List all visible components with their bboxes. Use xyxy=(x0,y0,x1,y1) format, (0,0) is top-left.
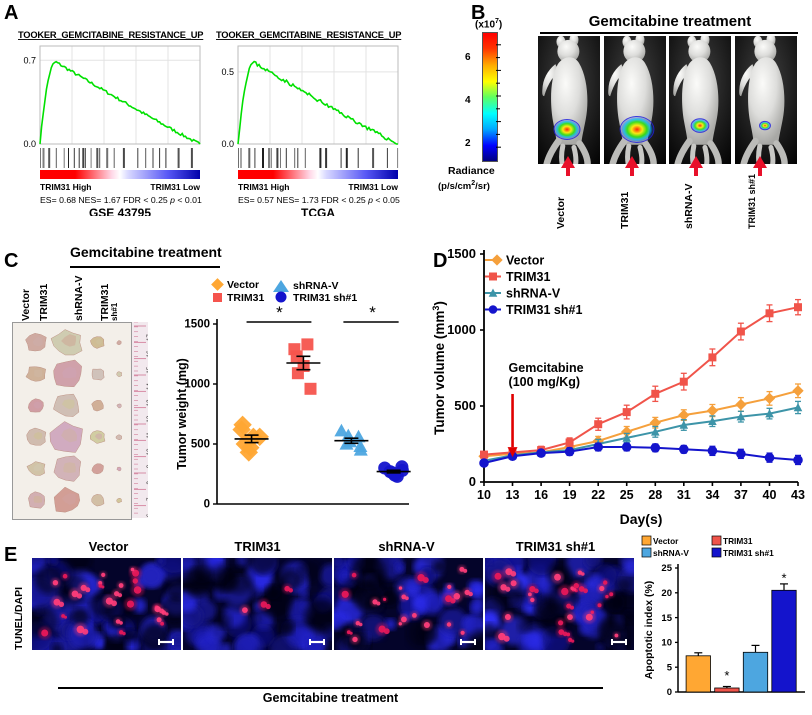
svg-text:Tumor weight (mg): Tumor weight (mg) xyxy=(175,358,189,470)
svg-text:500: 500 xyxy=(191,439,210,451)
svg-text:TRIM31 High: TRIM31 High xyxy=(40,182,91,192)
svg-text:17: 17 xyxy=(147,334,148,341)
svg-text:*: * xyxy=(781,570,786,585)
svg-text:shRNA-V: shRNA-V xyxy=(653,548,689,558)
svg-text:Gemcitabine: Gemcitabine xyxy=(509,361,584,375)
svg-text:22: 22 xyxy=(591,488,605,502)
svg-text:TRIM31 Low: TRIM31 Low xyxy=(150,182,200,192)
svg-text:13: 13 xyxy=(506,488,520,502)
svg-text:TRIM31 Low: TRIM31 Low xyxy=(348,182,398,192)
svg-text:20: 20 xyxy=(661,588,672,599)
svg-text:15: 15 xyxy=(147,366,148,373)
svg-text:TRIM31 sh#1: TRIM31 sh#1 xyxy=(293,292,357,304)
svg-text:0.5: 0.5 xyxy=(221,67,234,77)
svg-text:1500: 1500 xyxy=(184,319,210,331)
svg-text:*: * xyxy=(724,668,729,683)
svg-text:ES= 0.57 NES= 1.73 FDR <: ES= 0.57 NES= 1.73 FDR < 0.25 p < 0.05 xyxy=(238,195,400,205)
svg-text:shRNA-V: shRNA-V xyxy=(506,287,561,301)
svg-text:12: 12 xyxy=(147,415,148,422)
svg-text:14: 14 xyxy=(147,383,148,390)
svg-text:Vector: Vector xyxy=(227,279,259,291)
svg-text:34: 34 xyxy=(705,488,719,502)
svg-text:0.7: 0.7 xyxy=(23,55,36,65)
svg-text:37: 37 xyxy=(734,488,748,502)
svg-text:0.0: 0.0 xyxy=(23,139,36,149)
svg-text:16: 16 xyxy=(147,350,148,357)
svg-text:Apoptotic index (%): Apoptotic index (%) xyxy=(643,581,655,680)
svg-text:43: 43 xyxy=(791,488,805,502)
svg-text:Tumor volume (mm3): Tumor volume (mm3) xyxy=(431,301,447,435)
svg-text:16: 16 xyxy=(534,488,548,502)
svg-text:TRIM31 sh#1: TRIM31 sh#1 xyxy=(723,548,774,558)
svg-text:1500: 1500 xyxy=(447,246,476,261)
svg-text:TRIM31 High: TRIM31 High xyxy=(238,182,289,192)
svg-text:10: 10 xyxy=(477,488,491,502)
svg-text:1000: 1000 xyxy=(447,322,476,337)
svg-text:Vector: Vector xyxy=(506,254,544,268)
svg-text:TOOKER_GEMCITABINE_RESISTANCE_: TOOKER_GEMCITABINE_RESISTANCE_UP xyxy=(18,30,203,40)
svg-text:0: 0 xyxy=(204,499,210,511)
svg-text:10: 10 xyxy=(147,448,148,455)
svg-text:TRIM31: TRIM31 xyxy=(723,536,753,546)
svg-text:*: * xyxy=(369,303,376,322)
svg-text:GSE 43795: GSE 43795 xyxy=(89,206,151,216)
svg-text:31: 31 xyxy=(677,488,691,502)
svg-text:TRIM31: TRIM31 xyxy=(227,292,265,304)
svg-text:25: 25 xyxy=(661,563,672,574)
svg-text:*: * xyxy=(276,303,283,322)
svg-text:28: 28 xyxy=(648,488,662,502)
svg-text:ES= 0.68 NES= 1.67 FDR <: ES= 0.68 NES= 1.67 FDR < 0.25 p < 0.01 xyxy=(40,195,202,205)
svg-text:0: 0 xyxy=(667,687,672,698)
svg-text:25: 25 xyxy=(620,488,634,502)
svg-text:TOOKER_GEMCITABINE_RESISTANCE_: TOOKER_GEMCITABINE_RESISTANCE_UP xyxy=(216,30,401,40)
svg-text:TCGA: TCGA xyxy=(301,206,335,216)
svg-text:19: 19 xyxy=(563,488,577,502)
svg-text:0: 0 xyxy=(469,474,476,489)
svg-text:TRIM31: TRIM31 xyxy=(506,270,551,284)
svg-text:Vector: Vector xyxy=(653,536,679,546)
svg-text:(100 mg/Kg): (100 mg/Kg) xyxy=(509,375,581,389)
svg-text:13: 13 xyxy=(147,399,148,406)
svg-text:40: 40 xyxy=(763,488,777,502)
svg-text:TRIM31 sh#1: TRIM31 sh#1 xyxy=(506,303,582,317)
svg-text:0.0: 0.0 xyxy=(221,139,234,149)
svg-text:500: 500 xyxy=(454,398,476,413)
svg-text:10: 10 xyxy=(661,638,672,649)
svg-text:Day(s): Day(s) xyxy=(620,511,663,527)
svg-text:shRNA-V: shRNA-V xyxy=(293,280,339,292)
svg-text:5: 5 xyxy=(667,662,673,673)
svg-text:15: 15 xyxy=(661,613,672,624)
svg-text:11: 11 xyxy=(147,432,148,439)
